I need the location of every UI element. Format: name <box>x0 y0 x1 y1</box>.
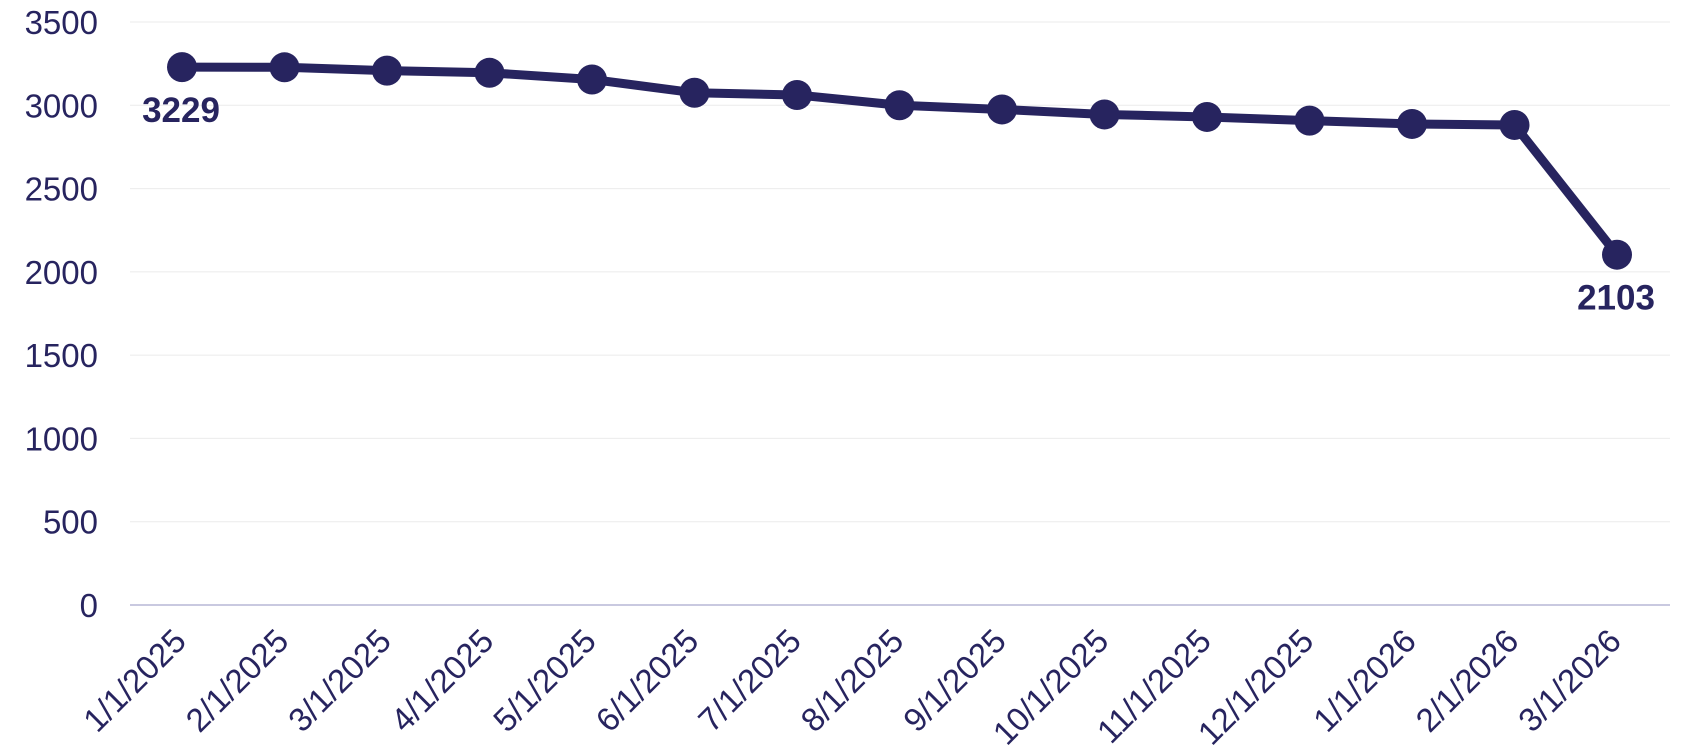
data-labels: 3229 2103 <box>142 91 1655 318</box>
data-point <box>577 64 607 95</box>
x-tick-label: 2/1/2025 <box>178 622 295 739</box>
data-point <box>1397 108 1427 139</box>
data-point <box>782 79 812 110</box>
data-point <box>1602 239 1632 270</box>
x-tick-label: 5/1/2025 <box>486 622 603 739</box>
x-axis-tick-labels: 1/1/20252/1/20253/1/20254/1/20255/1/2025… <box>76 622 1628 749</box>
data-point <box>679 77 710 108</box>
y-tick-label: 0 <box>80 587 98 624</box>
data-point <box>269 52 300 83</box>
x-tick-label: 3/1/2025 <box>281 622 398 739</box>
x-tick-label: 8/1/2025 <box>793 622 910 739</box>
x-tick-label: 3/1/2026 <box>1511 622 1628 739</box>
data-label: 3229 <box>142 91 220 130</box>
y-tick-label: 500 <box>43 504 98 541</box>
y-tick-label: 3500 <box>25 4 98 41</box>
y-tick-label: 2000 <box>25 254 98 291</box>
x-tick-label: 6/1/2025 <box>588 622 705 739</box>
x-tick-label: 4/1/2025 <box>383 622 500 739</box>
x-tick-label: 2/1/2026 <box>1408 622 1525 739</box>
data-point <box>372 55 402 86</box>
data-point <box>987 94 1017 125</box>
data-points <box>167 52 1632 270</box>
data-point <box>474 57 505 88</box>
data-label: 2103 <box>1577 279 1655 318</box>
y-tick-label: 2500 <box>25 171 98 208</box>
y-tick-label: 1500 <box>25 337 98 374</box>
y-tick-label: 1000 <box>25 420 98 457</box>
x-tick-label: 1/1/2025 <box>76 622 193 739</box>
y-axis-tick-labels: 0 500 1000 1500 2000 2500 3000 3500 <box>25 4 98 624</box>
data-point <box>167 52 197 83</box>
x-tick-label: 7/1/2025 <box>691 622 808 739</box>
data-point <box>1089 99 1120 130</box>
data-point <box>884 90 915 121</box>
y-tick-label: 3000 <box>25 87 98 124</box>
x-tick-label: 1/1/2026 <box>1306 622 1423 739</box>
data-point <box>1192 101 1222 132</box>
data-point <box>1294 105 1325 136</box>
data-point <box>1499 109 1530 140</box>
